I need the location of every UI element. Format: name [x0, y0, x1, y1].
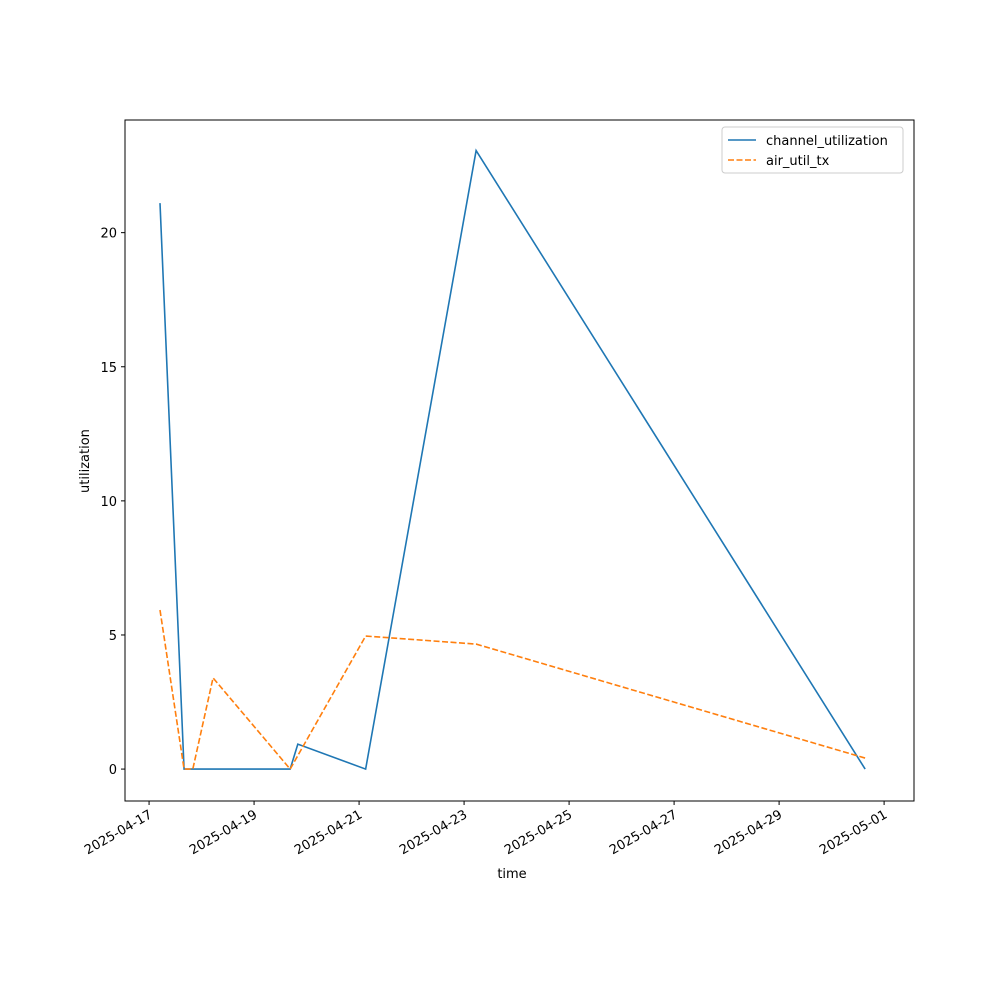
x-tick-label: 2025-04-17: [82, 807, 155, 858]
y-axis-label: utilization: [78, 429, 93, 493]
x-tick-label: 2025-04-29: [712, 807, 785, 858]
legend-label: channel_utilization: [766, 134, 888, 149]
y-tick-label: 0: [109, 763, 117, 778]
legend-label: air_util_tx: [766, 154, 830, 169]
y-tick-label: 5: [109, 629, 117, 644]
series-line: [159, 148, 866, 771]
x-tick-label: 2025-04-27: [607, 807, 680, 858]
x-tick-label: 2025-04-23: [397, 807, 470, 858]
x-tick-label: 2025-04-19: [187, 807, 260, 858]
x-tick-label: 2025-04-21: [292, 807, 365, 858]
y-tick-label: 15: [100, 361, 117, 376]
y-tick-label: 20: [100, 227, 117, 242]
x-tick-label: 2025-05-01: [817, 807, 890, 858]
y-tick-label: 10: [100, 495, 117, 510]
x-tick-label: 2025-04-25: [502, 807, 575, 858]
plot-frame: [124, 119, 915, 802]
legend-box: [721, 126, 904, 174]
x-axis-label: time: [497, 867, 526, 882]
series-line: [159, 609, 866, 771]
